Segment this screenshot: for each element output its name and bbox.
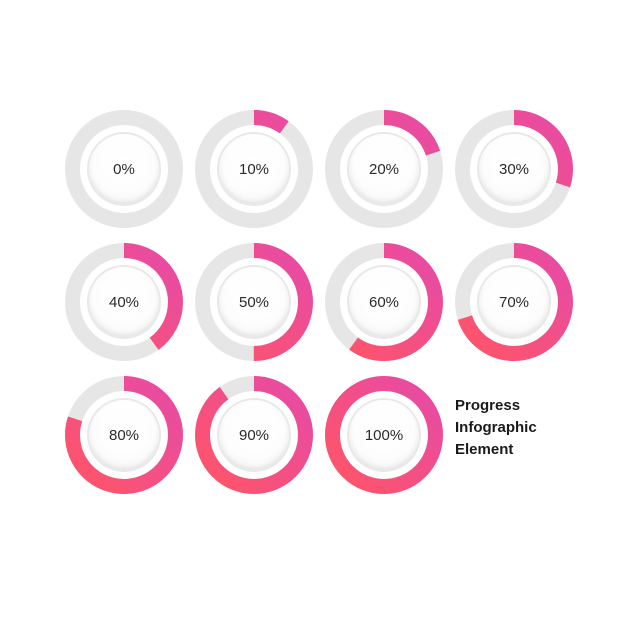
progress-ring-center: 40% (89, 267, 159, 337)
progress-ring-label: 40% (109, 294, 139, 311)
progress-ring-label: 20% (369, 161, 399, 178)
title-line-3: Element (455, 439, 585, 461)
progress-ring-center: 20% (349, 134, 419, 204)
progress-ring-label: 0% (113, 161, 135, 178)
progress-ring-center: 100% (349, 400, 419, 470)
progress-ring-label: 30% (499, 161, 529, 178)
progress-ring-30: 30% (455, 110, 573, 228)
progress-ring-center: 50% (219, 267, 289, 337)
progress-ring-20: 20% (325, 110, 443, 228)
progress-ring-90: 90% (195, 376, 313, 494)
progress-ring-center: 80% (89, 400, 159, 470)
progress-ring-center: 60% (349, 267, 419, 337)
progress-ring-center: 10% (219, 134, 289, 204)
progress-ring-100: 100% (325, 376, 443, 494)
progress-ring-label: 50% (239, 294, 269, 311)
progress-ring-label: 10% (239, 161, 269, 178)
progress-ring-40: 40% (65, 243, 183, 361)
progress-ring-70: 70% (455, 243, 573, 361)
progress-ring-center: 0% (89, 134, 159, 204)
title-line-1: Progress (455, 395, 585, 417)
progress-ring-10: 10% (195, 110, 313, 228)
title-block: Progress Infographic Element (455, 395, 585, 460)
progress-ring-60: 60% (325, 243, 443, 361)
progress-ring-80: 80% (65, 376, 183, 494)
progress-ring-center: 30% (479, 134, 549, 204)
progress-ring-50: 50% (195, 243, 313, 361)
progress-ring-label: 60% (369, 294, 399, 311)
title-line-2: Infographic (455, 417, 585, 439)
progress-ring-label: 100% (365, 427, 403, 444)
progress-ring-label: 80% (109, 427, 139, 444)
progress-ring-label: 70% (499, 294, 529, 311)
progress-ring-0: 0% (65, 110, 183, 228)
progress-ring-center: 90% (219, 400, 289, 470)
progress-ring-label: 90% (239, 427, 269, 444)
progress-ring-center: 70% (479, 267, 549, 337)
